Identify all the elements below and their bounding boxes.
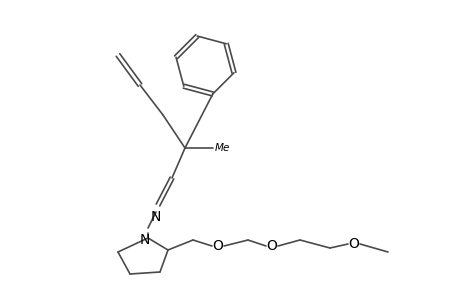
Text: O: O	[212, 239, 223, 253]
Text: N: N	[151, 210, 161, 224]
Text: Me: Me	[214, 143, 230, 153]
Text: O: O	[266, 239, 277, 253]
Text: O: O	[348, 237, 358, 251]
Text: N: N	[140, 233, 150, 247]
